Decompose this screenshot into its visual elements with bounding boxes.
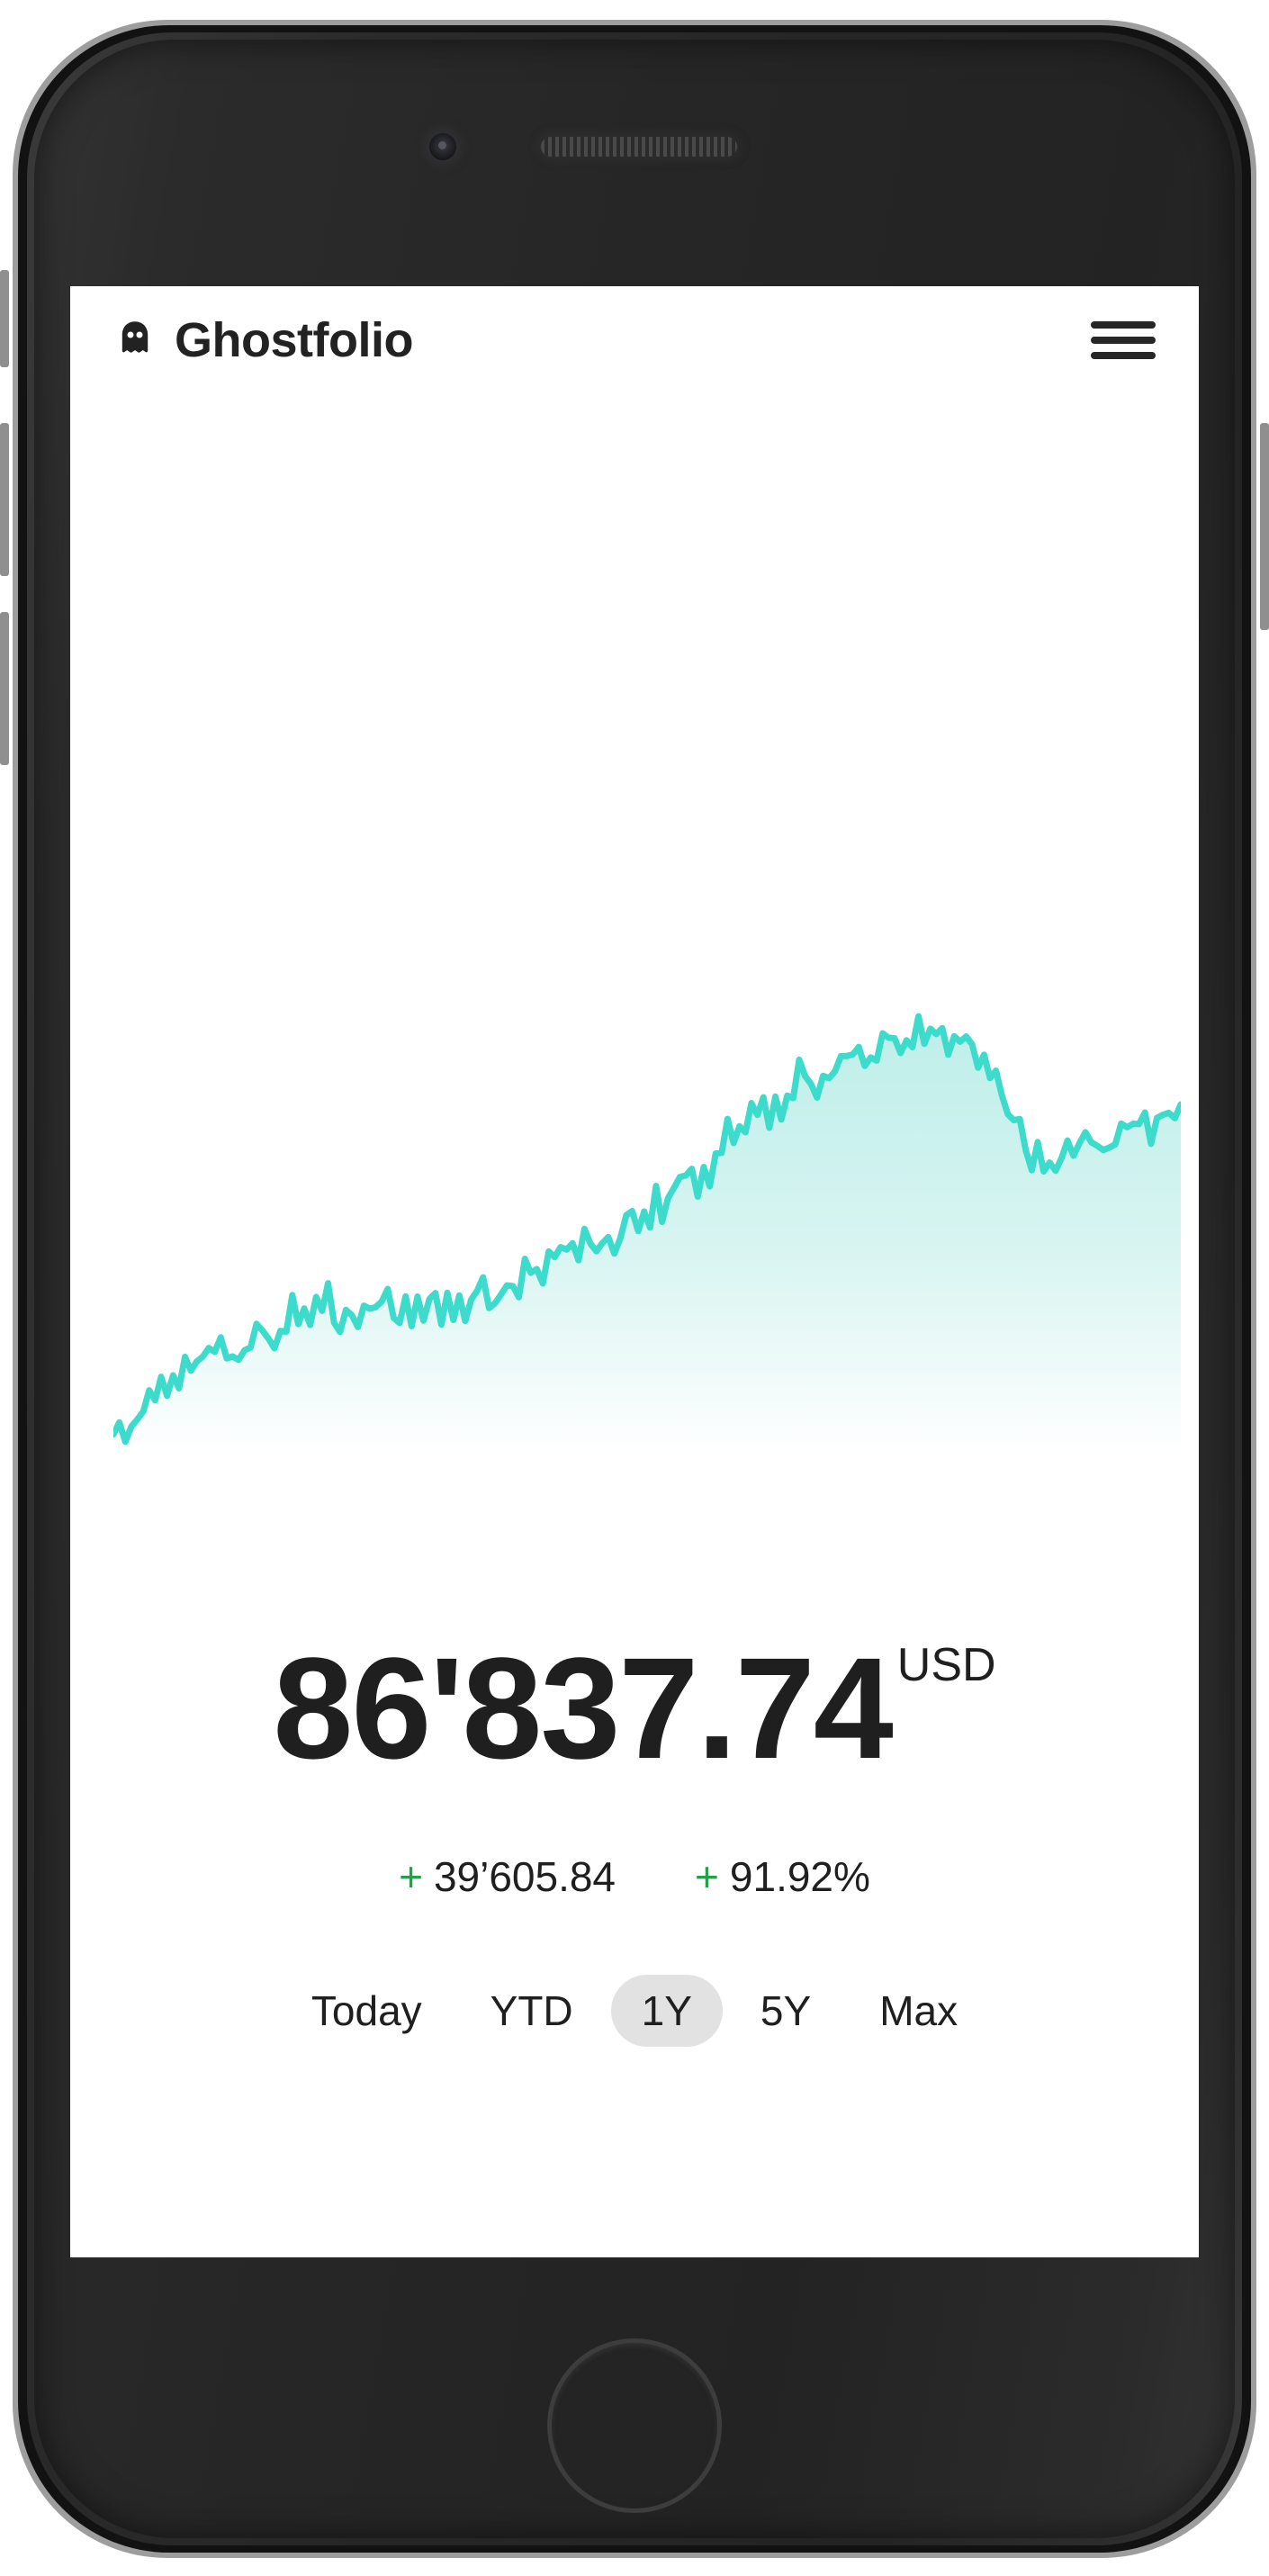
portfolio-change-row: + 39’605.84 + 91.92% [70, 1852, 1199, 1901]
change-absolute-value: 39’605.84 [433, 1853, 616, 1900]
range-tab-today[interactable]: Today [310, 1987, 422, 2034]
earpiece-speaker-icon [541, 137, 737, 157]
portfolio-value-row: 86'837.74 USD [70, 1636, 1199, 1780]
range-tab-max[interactable]: Max [879, 1987, 958, 2034]
performance-chart-svg [113, 1013, 1181, 1456]
brand-logo[interactable]: Ghostfolio [113, 316, 413, 365]
change-percent-value: 91.92% [729, 1853, 870, 1900]
ghost-icon [122, 321, 148, 353]
app-header: Ghostfolio [70, 286, 1199, 394]
front-camera-icon [429, 133, 456, 160]
mute-switch[interactable] [0, 270, 9, 367]
date-range-selector: Today YTD 1Y 5Y Max [70, 1975, 1199, 2048]
portfolio-currency: USD [896, 1639, 996, 1691]
performance-chart[interactable] [113, 997, 1181, 1456]
hamburger-line-1 [1091, 321, 1156, 329]
range-tab-1y[interactable]: 1Y [610, 1975, 723, 2048]
power-button[interactable] [1260, 423, 1269, 630]
volume-down-button[interactable] [0, 612, 9, 765]
hamburger-menu-icon[interactable] [1091, 316, 1156, 365]
change-percent: + 91.92% [695, 1852, 870, 1901]
portfolio-value: 86'837.74 [273, 1627, 893, 1788]
volume-up-button[interactable] [0, 423, 9, 576]
brand-name: Ghostfolio [175, 313, 413, 367]
change-absolute: + 39’605.84 [399, 1852, 616, 1901]
hamburger-line-2 [1091, 337, 1156, 344]
phone-screen: Ghostfolio [70, 286, 1199, 2257]
hamburger-line-3 [1091, 352, 1156, 359]
range-tab-ytd[interactable]: YTD [490, 1987, 573, 2034]
range-tab-5y[interactable]: 5Y [760, 1987, 812, 2034]
change-absolute-sign: + [399, 1853, 423, 1900]
home-button[interactable] [547, 2338, 722, 2513]
change-percent-sign: + [695, 1853, 719, 1900]
